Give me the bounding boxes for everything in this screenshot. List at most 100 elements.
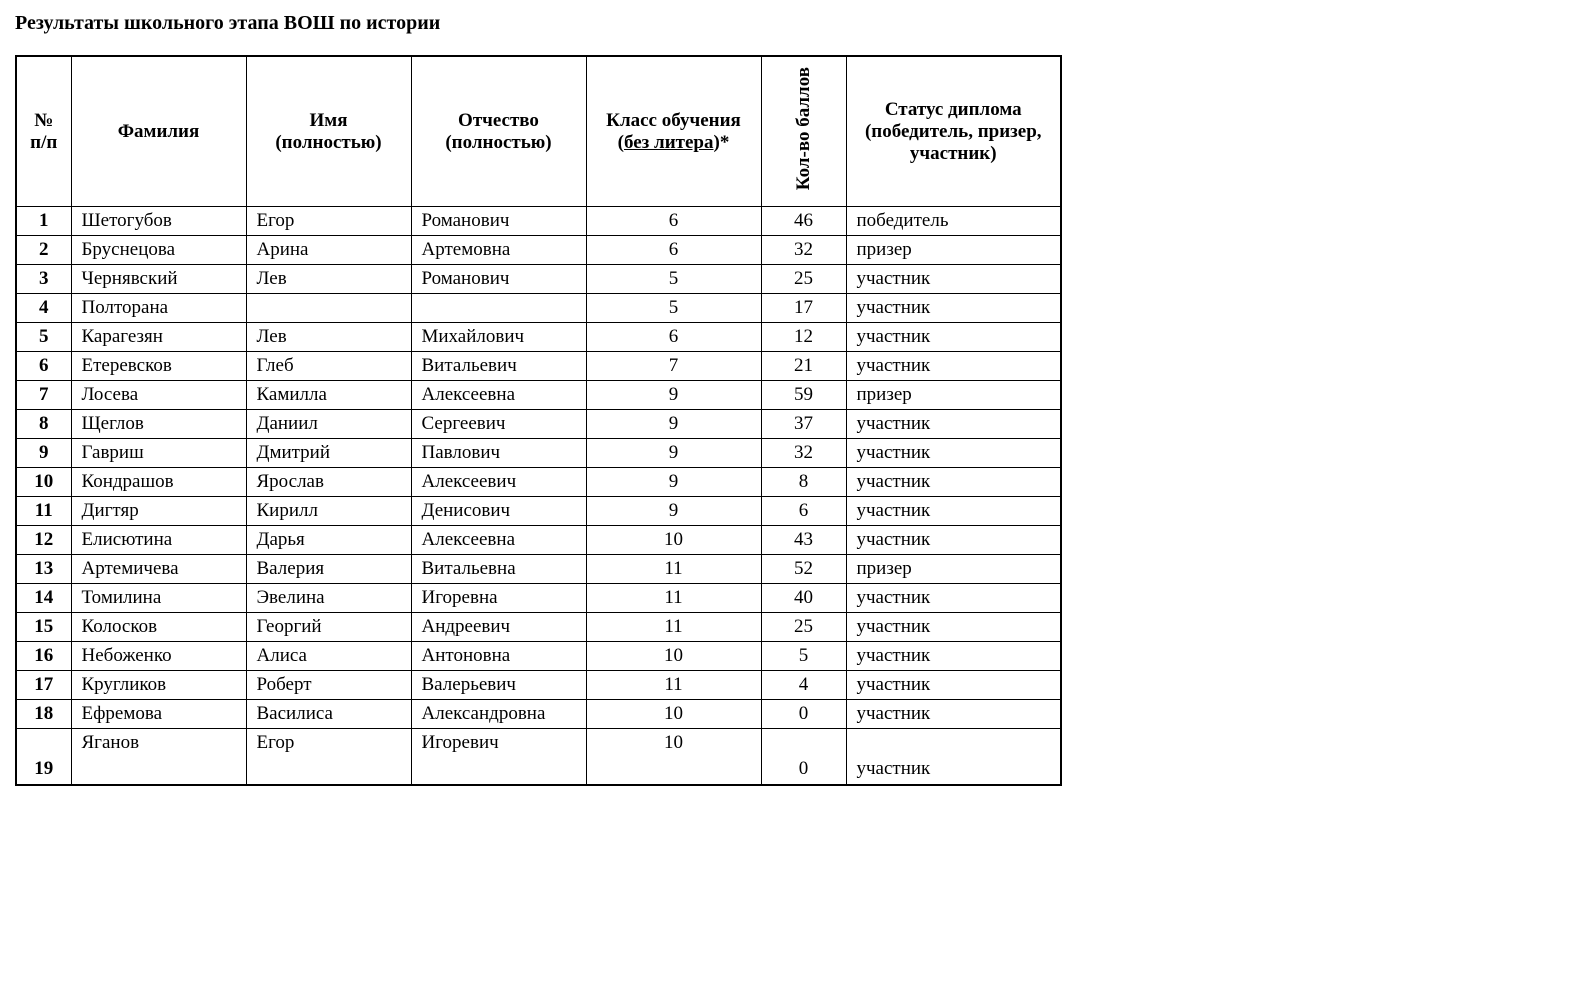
cell-status: призер bbox=[846, 555, 1061, 584]
table-row: 4Полторана517участник bbox=[16, 294, 1061, 323]
cell-name: Георгий bbox=[246, 613, 411, 642]
cell-status: участник bbox=[846, 323, 1061, 352]
cell-patronymic: Романович bbox=[411, 265, 586, 294]
cell-patronymic: Павлович bbox=[411, 439, 586, 468]
cell-patronymic: Валерьевич bbox=[411, 671, 586, 700]
cell-name: Егор bbox=[246, 729, 411, 785]
cell-points: 12 bbox=[761, 323, 846, 352]
table-row: 11ДигтярКириллДенисович96участник bbox=[16, 497, 1061, 526]
cell-patronymic: Артемовна bbox=[411, 236, 586, 265]
header-patronymic: Отчество (полностью) bbox=[411, 56, 586, 207]
cell-name: Алиса bbox=[246, 642, 411, 671]
cell-num: 5 bbox=[16, 323, 71, 352]
table-row: 18ЕфремоваВасилисаАлександровна100участн… bbox=[16, 700, 1061, 729]
table-row: 10КондрашовЯрославАлексеевич98участник bbox=[16, 468, 1061, 497]
cell-surname: Небоженко bbox=[71, 642, 246, 671]
table-row: 9ГавришДмитрийПавлович932участник bbox=[16, 439, 1061, 468]
cell-points: 0 bbox=[761, 700, 846, 729]
cell-patronymic: Романович bbox=[411, 207, 586, 236]
cell-name: Роберт bbox=[246, 671, 411, 700]
cell-surname: Щеглов bbox=[71, 410, 246, 439]
cell-class: 10 bbox=[586, 729, 761, 785]
cell-num: 4 bbox=[16, 294, 71, 323]
cell-patronymic: Александровна bbox=[411, 700, 586, 729]
cell-status: участник bbox=[846, 352, 1061, 381]
cell-num: 17 bbox=[16, 671, 71, 700]
cell-surname: Шетогубов bbox=[71, 207, 246, 236]
cell-num: 10 bbox=[16, 468, 71, 497]
cell-patronymic: Антоновна bbox=[411, 642, 586, 671]
cell-points: 40 bbox=[761, 584, 846, 613]
cell-name: Кирилл bbox=[246, 497, 411, 526]
cell-num: 9 bbox=[16, 439, 71, 468]
table-row: 12ЕлисютинаДарьяАлексеевна1043участник bbox=[16, 526, 1061, 555]
cell-num: 15 bbox=[16, 613, 71, 642]
cell-status: участник bbox=[846, 526, 1061, 555]
cell-class: 11 bbox=[586, 613, 761, 642]
cell-status: призер bbox=[846, 381, 1061, 410]
cell-name: Арина bbox=[246, 236, 411, 265]
cell-patronymic: Михайлович bbox=[411, 323, 586, 352]
cell-status: участник bbox=[846, 294, 1061, 323]
cell-surname: Кондрашов bbox=[71, 468, 246, 497]
cell-status: победитель bbox=[846, 207, 1061, 236]
cell-status: участник bbox=[846, 497, 1061, 526]
table-row: 3ЧернявскийЛевРоманович525участник bbox=[16, 265, 1061, 294]
cell-class: 9 bbox=[586, 497, 761, 526]
cell-patronymic bbox=[411, 294, 586, 323]
cell-surname: Гавриш bbox=[71, 439, 246, 468]
cell-patronymic: Сергеевич bbox=[411, 410, 586, 439]
cell-points: 25 bbox=[761, 265, 846, 294]
cell-num: 7 bbox=[16, 381, 71, 410]
cell-surname: Лосева bbox=[71, 381, 246, 410]
cell-points: 17 bbox=[761, 294, 846, 323]
cell-surname: Дигтяр bbox=[71, 497, 246, 526]
cell-num: 1 bbox=[16, 207, 71, 236]
table-row: 17КругликовРобертВалерьевич114участник bbox=[16, 671, 1061, 700]
cell-surname: Елисютина bbox=[71, 526, 246, 555]
cell-status: участник bbox=[846, 729, 1061, 785]
table-row: 6ЕтеревсковГлебВитальевич721участник bbox=[16, 352, 1061, 381]
cell-name: Егор bbox=[246, 207, 411, 236]
cell-class: 7 bbox=[586, 352, 761, 381]
table-row: 2БруснецоваАринаАртемовна632призер bbox=[16, 236, 1061, 265]
cell-class: 11 bbox=[586, 671, 761, 700]
header-points: Кол-во баллов bbox=[761, 56, 846, 207]
cell-patronymic: Витальевна bbox=[411, 555, 586, 584]
cell-name: Дмитрий bbox=[246, 439, 411, 468]
cell-points: 37 bbox=[761, 410, 846, 439]
results-table: № п/п Фамилия Имя (полностью) Отчество (… bbox=[15, 55, 1062, 786]
cell-surname: Бруснецова bbox=[71, 236, 246, 265]
cell-status: участник bbox=[846, 468, 1061, 497]
cell-status: участник bbox=[846, 439, 1061, 468]
cell-name: Ярослав bbox=[246, 468, 411, 497]
cell-num: 13 bbox=[16, 555, 71, 584]
table-header-row: № п/п Фамилия Имя (полностью) Отчество (… bbox=[16, 56, 1061, 207]
cell-status: участник bbox=[846, 642, 1061, 671]
cell-class: 10 bbox=[586, 642, 761, 671]
cell-num: 2 bbox=[16, 236, 71, 265]
cell-num: 16 bbox=[16, 642, 71, 671]
cell-points: 32 bbox=[761, 439, 846, 468]
cell-surname: Полторана bbox=[71, 294, 246, 323]
cell-surname: Етеревсков bbox=[71, 352, 246, 381]
header-status: Статус диплома (победитель, призер, учас… bbox=[846, 56, 1061, 207]
cell-points: 21 bbox=[761, 352, 846, 381]
header-surname: Фамилия bbox=[71, 56, 246, 207]
cell-surname: Кругликов bbox=[71, 671, 246, 700]
cell-surname: Колосков bbox=[71, 613, 246, 642]
cell-name: Василиса bbox=[246, 700, 411, 729]
cell-name: Камилла bbox=[246, 381, 411, 410]
cell-status: призер bbox=[846, 236, 1061, 265]
cell-class: 11 bbox=[586, 584, 761, 613]
cell-surname: Ефремова bbox=[71, 700, 246, 729]
cell-points: 0 bbox=[761, 729, 846, 785]
cell-status: участник bbox=[846, 671, 1061, 700]
cell-patronymic: Алексеевич bbox=[411, 468, 586, 497]
cell-class: 6 bbox=[586, 207, 761, 236]
cell-patronymic: Алексеевна bbox=[411, 526, 586, 555]
cell-surname: Томилина bbox=[71, 584, 246, 613]
cell-class: 10 bbox=[586, 700, 761, 729]
table-row: 13АртемичеваВалерияВитальевна1152призер bbox=[16, 555, 1061, 584]
cell-num: 3 bbox=[16, 265, 71, 294]
